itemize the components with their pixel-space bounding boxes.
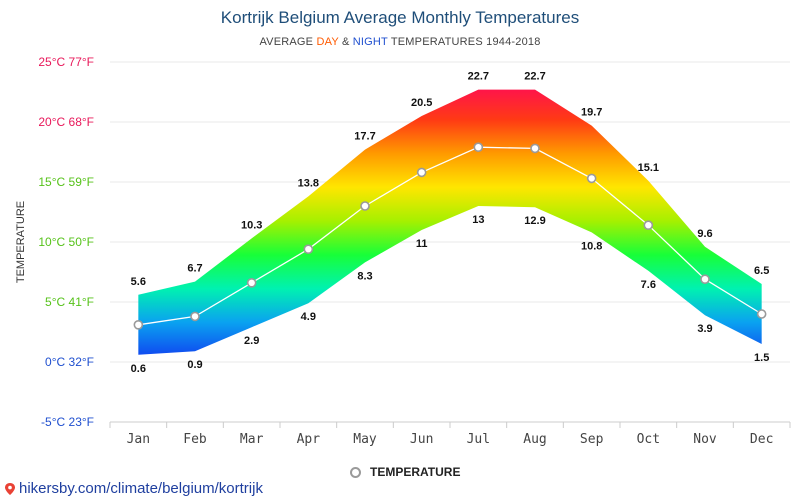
day-value-label: 6.7 xyxy=(187,263,202,275)
y-tick-label: 15°C 59°F xyxy=(38,175,94,189)
day-value-label: 17.7 xyxy=(354,131,375,143)
night-value-label: 7.6 xyxy=(641,279,656,291)
mean-temperature-point xyxy=(700,274,710,285)
subtitle-amp: & xyxy=(338,36,353,48)
mean-temperature-point xyxy=(190,311,200,322)
x-tick-label: Jul xyxy=(467,432,490,447)
night-value-label: 10.8 xyxy=(581,240,602,252)
day-value-label: 6.5 xyxy=(754,265,769,277)
y-tick-label: 5°C 41°F xyxy=(45,295,94,309)
y-tick-label: 0°C 32°F xyxy=(45,355,94,369)
day-value-label: 15.1 xyxy=(638,162,659,174)
night-value-label: 0.6 xyxy=(131,363,146,375)
y-tick-label: -5°C 23°F xyxy=(41,415,94,429)
x-tick-label: Oct xyxy=(637,432,660,447)
chart-subtitle: AVERAGE DAY & NIGHT TEMPERATURES 1944-20… xyxy=(0,36,800,48)
day-value-label: 5.6 xyxy=(131,276,146,288)
footer-link-text: hikersby.com/climate/belgium/kortrijk xyxy=(19,480,263,497)
subtitle-night: NIGHT xyxy=(352,36,388,48)
map-pin-icon xyxy=(5,482,15,495)
mean-temperature-point xyxy=(756,309,767,319)
night-value-label: 3.9 xyxy=(697,323,712,335)
night-value-label: 4.9 xyxy=(301,311,316,323)
day-value-label: 22.7 xyxy=(468,71,489,83)
x-tick-label: Feb xyxy=(183,432,207,447)
legend[interactable]: TEMPERATURE xyxy=(350,465,460,479)
subtitle-prefix: AVERAGE xyxy=(259,36,317,48)
y-tick-label: 25°C 77°F xyxy=(38,55,94,69)
night-value-label: 11 xyxy=(416,238,428,250)
subtitle-suffix: TEMPERATURES 1944-2018 xyxy=(387,36,541,48)
mean-temperature-point xyxy=(586,173,597,184)
mean-temperature-point xyxy=(303,244,314,254)
subtitle-day: DAY xyxy=(316,36,339,48)
day-value-label: 19.7 xyxy=(581,107,602,119)
night-value-label: 2.9 xyxy=(244,335,259,347)
x-tick-label: Apr xyxy=(297,432,321,447)
mean-temperature-point xyxy=(416,167,427,178)
mean-temperature-point xyxy=(473,142,484,152)
y-axis-title: TEMPERATURE xyxy=(15,201,27,283)
footer-link[interactable]: hikersby.com/climate/belgium/kortrijk xyxy=(4,480,263,497)
night-value-label: 13 xyxy=(472,214,484,226)
day-value-label: 10.3 xyxy=(241,219,262,231)
y-tick-label: 10°C 50°F xyxy=(38,235,94,249)
night-value-label: 8.3 xyxy=(357,270,372,282)
night-value-label: 1.5 xyxy=(754,352,769,364)
chart-title: Kortrijk Belgium Average Monthly Tempera… xyxy=(220,8,580,27)
mean-temperature-point xyxy=(360,201,370,211)
legend-label: TEMPERATURE xyxy=(370,465,461,479)
day-value-label: 22.7 xyxy=(524,71,545,83)
temperature-range-band xyxy=(138,89,762,355)
day-value-label: 20.5 xyxy=(411,97,432,109)
x-tick-label: Jan xyxy=(127,432,150,447)
x-tick-label: Sep xyxy=(580,432,604,447)
x-tick-label: Nov xyxy=(693,432,717,447)
y-tick-label: 20°C 68°F xyxy=(38,115,94,129)
x-tick-label: Mar xyxy=(240,432,264,447)
x-tick-label: Dec xyxy=(750,432,773,447)
mean-temperature-point xyxy=(643,220,654,230)
night-value-label: 12.9 xyxy=(524,215,545,227)
day-value-label: 9.6 xyxy=(697,228,712,240)
x-tick-label: Jun xyxy=(410,432,433,447)
night-value-label: 0.9 xyxy=(187,359,202,371)
x-tick-label: May xyxy=(353,432,377,447)
mean-temperature-line xyxy=(138,146,763,326)
x-tick-label: Aug xyxy=(523,432,546,447)
mean-temperature-point xyxy=(530,143,540,154)
legend-marker-icon xyxy=(350,466,361,478)
day-value-label: 13.8 xyxy=(298,177,319,189)
mean-temperature-point xyxy=(133,319,144,330)
mean-temperature-point xyxy=(246,277,257,288)
